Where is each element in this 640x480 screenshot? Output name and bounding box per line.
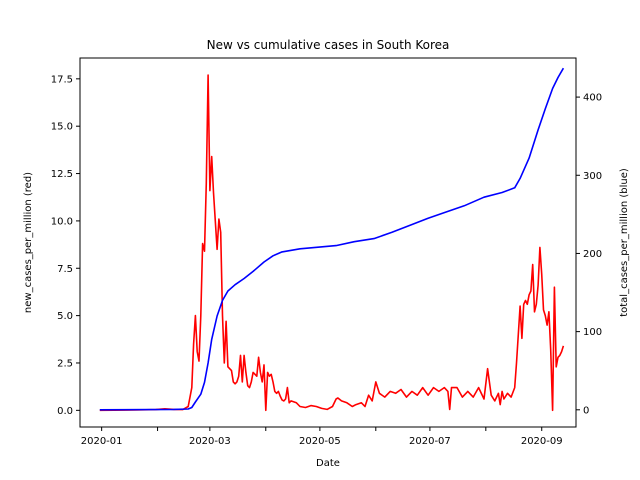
y-right-tick-label: 300 — [583, 171, 602, 182]
y-axis-right-label: total_cases_per_million (blue) — [619, 168, 630, 317]
total-cases-line — [99, 67, 565, 411]
y-left-tick-label: 15.0 — [51, 122, 73, 133]
x-tick-label: 2020-09 — [521, 436, 563, 447]
x-axis: 2020-01 2020-03 2020-05 2020-07 2020-09 — [81, 427, 563, 447]
y-right-tick-label: 0 — [583, 405, 589, 416]
x-tick-label: 2020-05 — [299, 436, 341, 447]
series-layer — [99, 67, 565, 412]
y-left-tick-label: 2.5 — [57, 358, 73, 369]
y-axis-left-label: new_cases_per_million (red) — [23, 172, 34, 313]
y-right-tick-label: 400 — [583, 93, 602, 104]
y-left-tick-label: 17.5 — [51, 74, 73, 85]
x-tick-label: 2020-07 — [409, 436, 451, 447]
x-tick-label: 2020-01 — [81, 436, 123, 447]
chart-title: New vs cumulative cases in South Korea — [207, 38, 450, 52]
y-right-tick-label: 200 — [583, 249, 602, 260]
x-tick-label: 2020-03 — [189, 436, 231, 447]
x-axis-label: Date — [316, 458, 340, 469]
y-left-tick-label: 5.0 — [57, 311, 73, 322]
y-left-tick-label: 0.0 — [57, 406, 73, 417]
plot-frame — [79, 57, 577, 428]
y-left-tick-label: 12.5 — [51, 169, 73, 180]
y-left-tick-label: 7.5 — [57, 264, 73, 275]
y-right-tick-label: 100 — [583, 327, 602, 338]
y-axis-left: 0.0 2.5 5.0 7.5 10.0 12.5 15.0 17.5 — [51, 74, 80, 417]
y-left-tick-label: 10.0 — [51, 216, 73, 227]
y-axis-right: 0 100 200 300 400 — [576, 93, 602, 416]
new-cases-line — [99, 74, 565, 412]
